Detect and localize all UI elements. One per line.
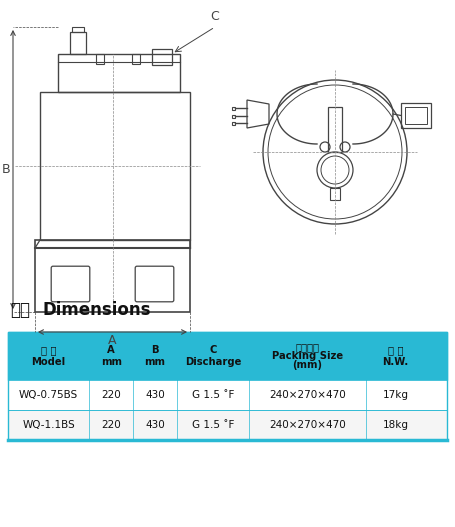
Text: WQ-0.75BS: WQ-0.75BS [19, 390, 78, 400]
Text: 17kg: 17kg [382, 390, 409, 400]
Text: mm: mm [101, 357, 121, 367]
Text: 430: 430 [145, 420, 165, 430]
Text: N.W.: N.W. [382, 357, 409, 367]
Text: C: C [211, 10, 219, 23]
Text: A: A [108, 334, 117, 346]
Text: 尺寸: 尺寸 [10, 301, 30, 319]
Text: (mm): (mm) [293, 360, 323, 370]
Bar [232, 122, 235, 124]
Text: 240×270×470: 240×270×470 [269, 390, 346, 400]
Text: 18kg: 18kg [382, 420, 409, 430]
Bar [35, 240, 190, 312]
Bar [132, 54, 140, 64]
Text: Discharge: Discharge [185, 357, 242, 367]
Bar [8, 410, 447, 440]
Text: Model: Model [31, 357, 66, 367]
Bar [8, 332, 447, 440]
Bar [96, 54, 104, 64]
Text: 430: 430 [145, 390, 165, 400]
Text: 型 号: 型 号 [41, 345, 56, 355]
Text: G 1.5 ˚F: G 1.5 ˚F [192, 420, 234, 430]
Text: WQ-1.1BS: WQ-1.1BS [22, 420, 75, 430]
Text: 220: 220 [101, 390, 121, 400]
Text: Packing Size: Packing Size [272, 351, 343, 361]
Text: Dimensions: Dimensions [42, 301, 151, 319]
Text: C: C [210, 345, 217, 355]
Bar [8, 332, 447, 380]
Bar [232, 114, 235, 118]
Text: mm: mm [145, 357, 166, 367]
Bar [8, 380, 447, 410]
Text: G 1.5 ˚F: G 1.5 ˚F [192, 390, 234, 400]
Text: 220: 220 [101, 420, 121, 430]
Text: B: B [152, 345, 159, 355]
Bar [40, 92, 190, 240]
Bar [330, 188, 340, 200]
Text: 包装尺寸: 包装尺寸 [296, 342, 319, 352]
Bar [405, 107, 427, 124]
Text: 重 量: 重 量 [388, 345, 403, 355]
Bar [152, 49, 172, 65]
Bar [58, 54, 180, 92]
Bar [72, 27, 84, 32]
Bar [401, 103, 431, 128]
Bar [328, 107, 342, 152]
Bar [232, 106, 235, 110]
Text: A: A [107, 345, 115, 355]
Text: B: B [2, 163, 10, 176]
Text: 240×270×470: 240×270×470 [269, 420, 346, 430]
Bar [70, 32, 86, 54]
